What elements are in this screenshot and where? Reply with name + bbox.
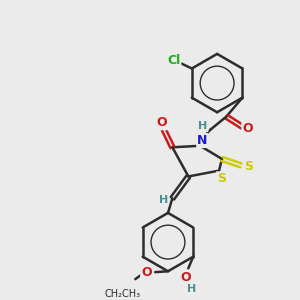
- Text: H: H: [198, 121, 208, 131]
- Text: H: H: [159, 195, 168, 205]
- Text: O: O: [242, 122, 253, 135]
- Text: S: S: [244, 160, 253, 173]
- Text: Cl: Cl: [167, 54, 180, 67]
- Text: O: O: [141, 266, 152, 279]
- Text: CH₂CH₃: CH₂CH₃: [104, 289, 140, 299]
- Text: O: O: [157, 116, 167, 129]
- Text: N: N: [197, 134, 208, 147]
- Text: O: O: [181, 272, 191, 284]
- Text: S: S: [217, 172, 226, 185]
- Text: H: H: [187, 284, 196, 294]
